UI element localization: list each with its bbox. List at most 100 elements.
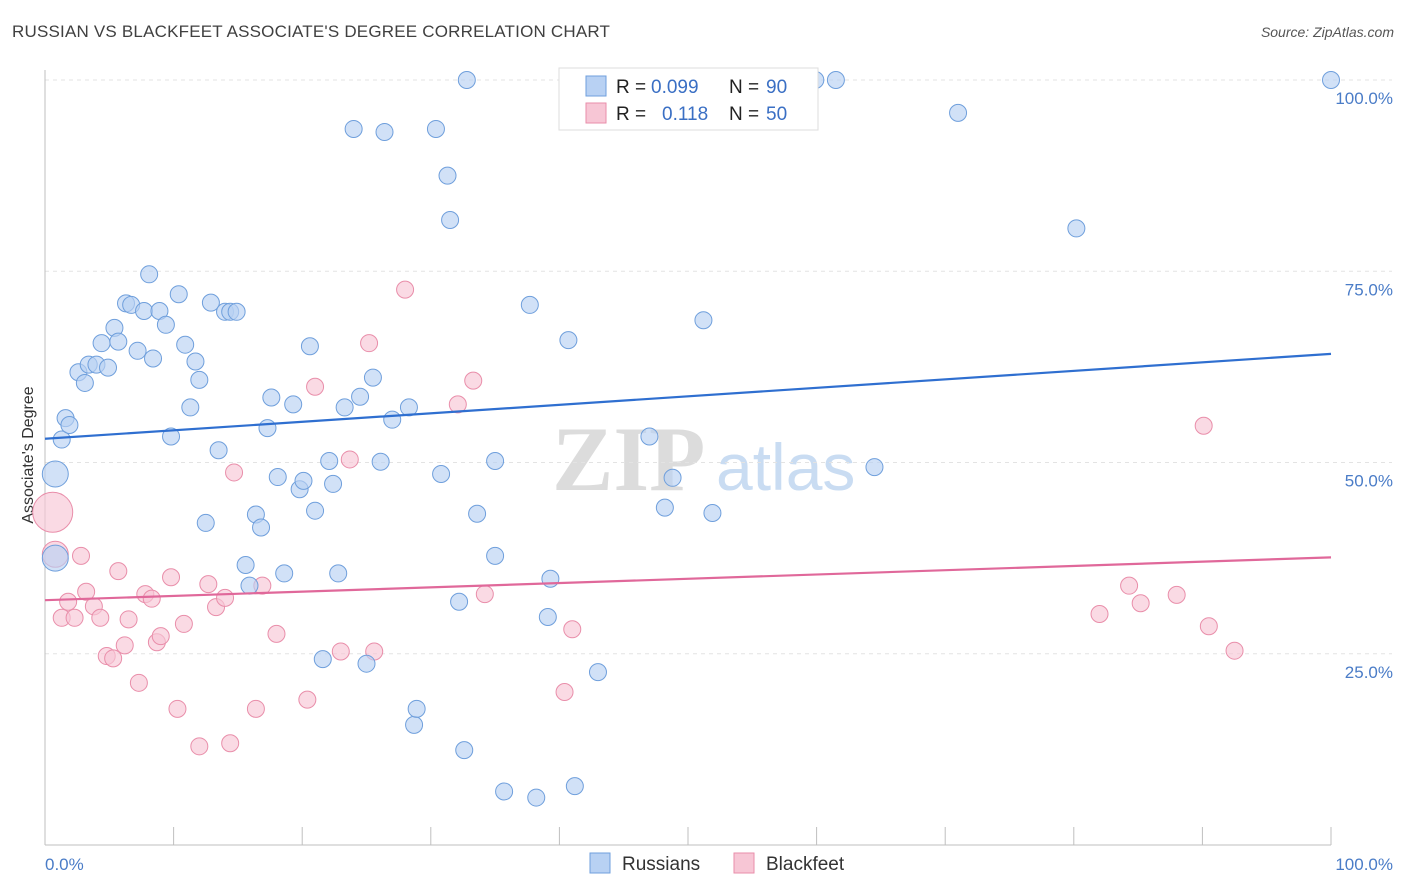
russians-point-89 bbox=[1322, 71, 1340, 89]
russians-point-46 bbox=[313, 650, 332, 669]
russians-point-79 bbox=[640, 427, 659, 446]
russians-point-48 bbox=[324, 474, 343, 493]
russians-point-41 bbox=[284, 395, 303, 414]
russians-point-16 bbox=[135, 302, 154, 321]
russians-point-72 bbox=[520, 295, 539, 314]
blackfeet-point-6 bbox=[77, 582, 96, 601]
russians-point-0 bbox=[41, 544, 69, 572]
blackfeet-point-49 bbox=[1225, 641, 1244, 660]
x-axis-ticks bbox=[44, 827, 1332, 845]
blackfeet-point-34 bbox=[340, 450, 359, 469]
blackfeet-point-35 bbox=[360, 334, 379, 353]
blackfeet-point-11 bbox=[109, 562, 128, 581]
blackfeet-point-22 bbox=[190, 737, 209, 756]
x-tick-label-max: 100.0% bbox=[1335, 855, 1393, 874]
russians-point-51 bbox=[344, 119, 363, 138]
russians-point-18 bbox=[144, 349, 163, 368]
russians-point-36 bbox=[252, 518, 271, 537]
blackfeet-point-3 bbox=[59, 592, 78, 611]
stats-blackfeet-n-label: N = bbox=[729, 104, 759, 125]
stats-blackfeet-swatch bbox=[585, 102, 607, 124]
russians-point-26 bbox=[190, 370, 209, 389]
russians-point-55 bbox=[371, 452, 390, 471]
russians-point-23 bbox=[176, 335, 195, 354]
russians-point-32 bbox=[227, 302, 246, 321]
russians-point-6 bbox=[75, 373, 94, 392]
russians-point-28 bbox=[201, 293, 220, 312]
russians-point-4 bbox=[60, 416, 79, 435]
y-axis-label: Associate's Degree bbox=[20, 386, 37, 523]
russians-point-64 bbox=[441, 210, 460, 229]
blackfeet-point-32 bbox=[306, 377, 325, 396]
blackfeet-point-18 bbox=[151, 627, 170, 646]
blackfeet-point-21 bbox=[174, 614, 193, 633]
blackfeet-point-23 bbox=[199, 575, 218, 594]
blackfeet-point-16 bbox=[142, 589, 161, 608]
legend-russians-label: Russians bbox=[622, 854, 700, 875]
blackfeet-point-47 bbox=[1194, 416, 1213, 435]
russians-point-33 bbox=[236, 556, 255, 575]
blackfeet-point-19 bbox=[162, 568, 181, 587]
russians-point-53 bbox=[357, 654, 376, 673]
russians-point-44 bbox=[300, 337, 319, 356]
russians-point-40 bbox=[275, 564, 294, 583]
russians-point-60 bbox=[407, 699, 426, 718]
blackfeet-point-40 bbox=[475, 585, 494, 604]
russians-point-57 bbox=[383, 410, 402, 429]
stats-blackfeet-r-label: R = bbox=[616, 104, 646, 125]
stats-blackfeet-r-value: 0.118 bbox=[662, 104, 708, 125]
russians-point-67 bbox=[457, 71, 476, 89]
russians-point-27 bbox=[196, 513, 215, 532]
blackfeet-point-0 bbox=[32, 491, 74, 533]
russians-point-75 bbox=[541, 569, 560, 588]
russians-point-77 bbox=[565, 777, 584, 796]
stats-russians-r-label: R = bbox=[616, 77, 646, 98]
russians-point-68 bbox=[468, 504, 487, 523]
blackfeet-point-42 bbox=[563, 620, 582, 639]
russians-point-62 bbox=[432, 464, 451, 483]
russians-points bbox=[41, 71, 1340, 807]
russians-point-37 bbox=[258, 419, 277, 438]
russians-point-25 bbox=[186, 352, 205, 371]
legend-blackfeet-swatch bbox=[733, 852, 755, 874]
legend: Russians Blackfeet bbox=[589, 852, 845, 875]
russians-point-45 bbox=[306, 501, 325, 520]
stats-blackfeet-n-value: 50 bbox=[766, 104, 787, 125]
y-tick-label-25: 25.0% bbox=[1345, 663, 1393, 682]
stats-russians-n-label: N = bbox=[729, 77, 759, 98]
blackfeet-point-41 bbox=[555, 683, 574, 701]
russians-point-83 bbox=[703, 503, 722, 522]
blackfeet-point-12 bbox=[115, 636, 134, 655]
blackfeet-point-26 bbox=[221, 734, 240, 753]
russians-point-38 bbox=[262, 388, 281, 407]
russians-point-24 bbox=[181, 398, 200, 417]
chart-title: RUSSIAN VS BLACKFEET ASSOCIATE'S DEGREE … bbox=[12, 22, 611, 41]
blackfeet-points bbox=[32, 280, 1244, 756]
russians-point-76 bbox=[559, 331, 578, 350]
y-tick-label-75: 75.0% bbox=[1345, 280, 1393, 299]
x-tick-label-min: 0.0% bbox=[45, 855, 84, 874]
blackfeet-point-44 bbox=[1120, 576, 1139, 595]
russians-point-50 bbox=[335, 398, 354, 417]
russians-point-59 bbox=[405, 715, 424, 734]
russians-point-82 bbox=[694, 311, 713, 330]
y-tick-labels: 25.0% 50.0% 75.0% 100.0% bbox=[1335, 89, 1393, 682]
russians-point-21 bbox=[162, 427, 181, 446]
russians-point-74 bbox=[538, 608, 557, 627]
blackfeet-point-48 bbox=[1199, 617, 1218, 636]
russians-point-47 bbox=[320, 451, 339, 470]
russians-point-49 bbox=[329, 564, 348, 583]
blackfeet-point-45 bbox=[1131, 594, 1150, 613]
blackfeet-point-31 bbox=[298, 690, 317, 709]
blackfeet-point-10 bbox=[104, 649, 123, 668]
russians-point-17 bbox=[140, 265, 159, 284]
watermark-zip: ZIP bbox=[552, 408, 705, 510]
russians-point-56 bbox=[375, 123, 394, 142]
stats-russians-r-value: 0.099 bbox=[651, 77, 699, 98]
stats-russians-swatch bbox=[585, 75, 607, 97]
russians-point-34 bbox=[240, 576, 259, 595]
stats-box: R = 0.099 N = 90 R = 0.118 N = 50 bbox=[558, 67, 819, 131]
russians-point-54 bbox=[363, 368, 382, 387]
stats-russians-n-value: 90 bbox=[766, 77, 787, 98]
russians-point-22 bbox=[169, 285, 188, 304]
